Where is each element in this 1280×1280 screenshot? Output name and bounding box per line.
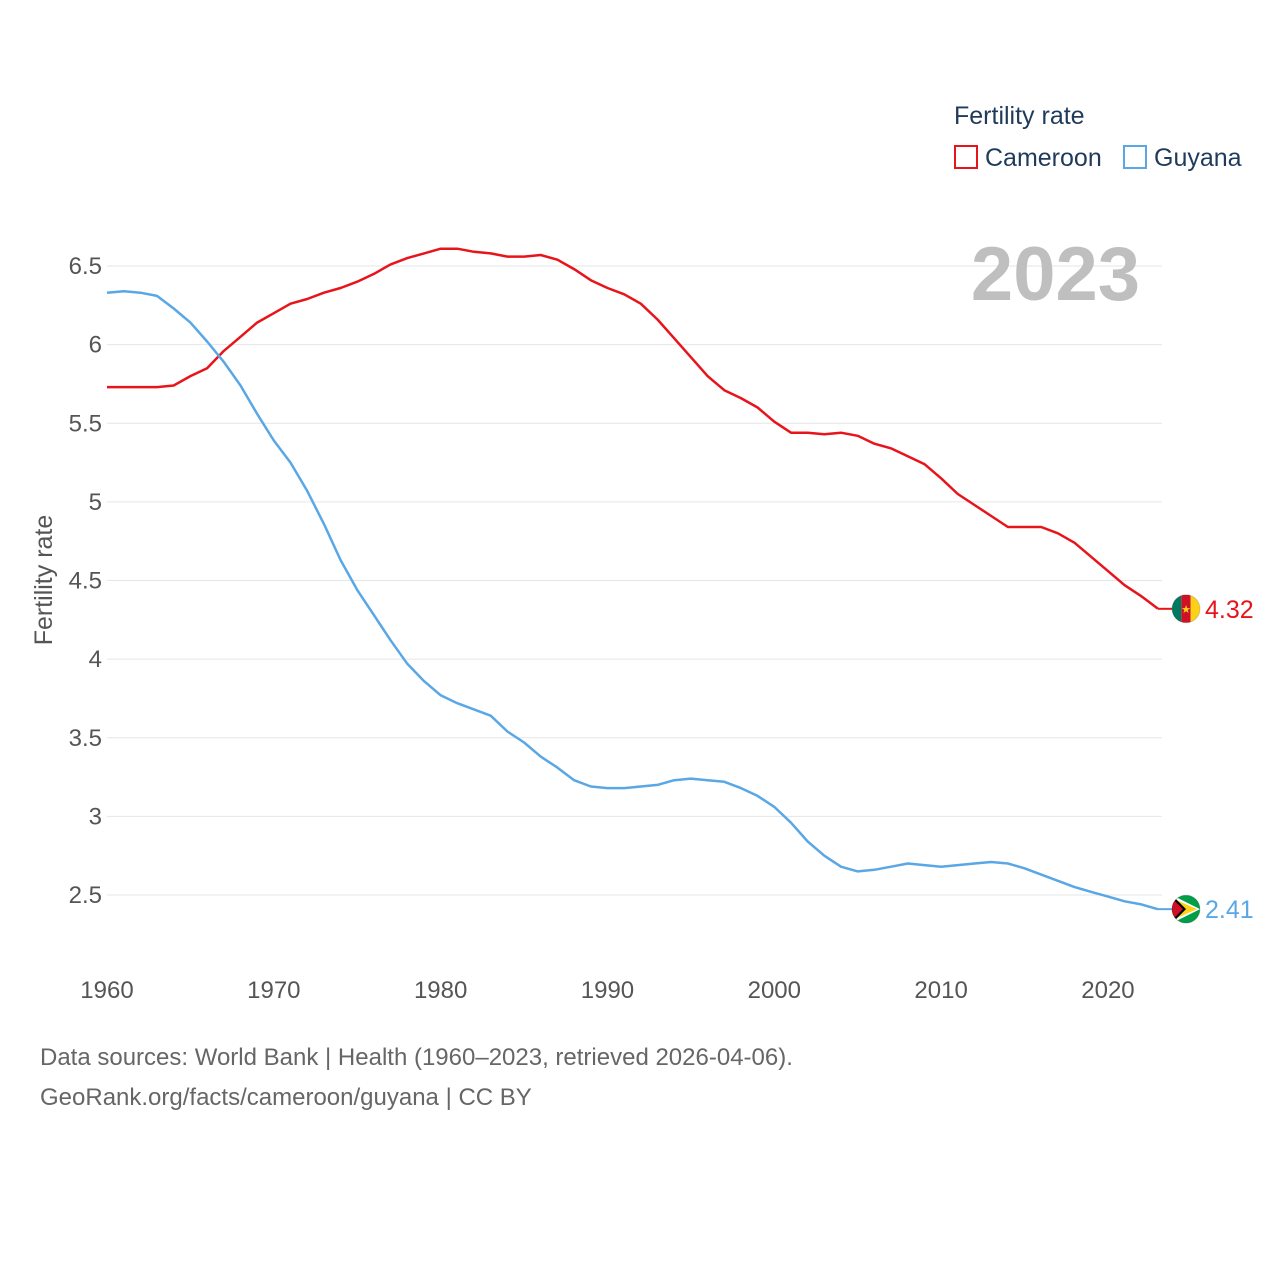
series-lines [106, 247, 1159, 911]
guyana-flag-shape [1172, 895, 1200, 924]
y-tick-label: 3.5 [69, 725, 102, 752]
cameroon-flag-shape: ★ [1172, 594, 1200, 623]
flag-triangle-red [1172, 898, 1183, 921]
legend-title: Fertility rate [954, 102, 1085, 130]
x-tick-label: 1970 [247, 977, 300, 1004]
y-tick-label: 4.5 [69, 568, 102, 595]
end-value-label-cameroon: 4.32 [1205, 596, 1254, 624]
flag-outline [1171, 594, 1201, 624]
legend-label-cameroon[interactable]: Cameroon [985, 144, 1102, 172]
x-tick-label: 1980 [414, 977, 467, 1004]
y-tick-label: 5 [89, 489, 102, 516]
x-tick-label: 2010 [914, 977, 967, 1004]
year-label: 2023 [971, 232, 1140, 317]
x-axis-ticks: 1960 1970 1980 1990 2000 2010 2020 [80, 977, 1134, 1004]
y-tick-label: 2.5 [69, 882, 102, 909]
flag-star: ★ [1181, 604, 1191, 616]
y-axis-label: Fertility rate [30, 515, 58, 646]
y-tick-label: 6 [89, 332, 102, 359]
flag-stripe-red [1181, 594, 1191, 623]
x-tick-label: 2020 [1081, 977, 1134, 1004]
x-tick-label: 1990 [581, 977, 634, 1004]
source-line-2: GeoRank.org/facts/cameroon/guyana | CC B… [40, 1084, 532, 1111]
end-value-label-guyana: 2.41 [1205, 896, 1254, 924]
series-line-guyana [106, 289, 1159, 911]
y-tick-label: 6.5 [69, 253, 102, 280]
y-tick-label: 5.5 [69, 410, 102, 437]
legend-swatch-cameroon[interactable] [954, 145, 978, 169]
gridlines [107, 265, 1162, 896]
y-tick-label: 4 [89, 646, 102, 673]
flag-outline [1171, 894, 1201, 924]
y-tick-label: 3 [89, 803, 102, 830]
end-markers: ★ 4.32 2.41 [1158, 594, 1254, 924]
y-axis-ticks: 2.5 3 3.5 4 4.5 5 5.5 6 6.5 [69, 253, 102, 909]
cameroon-flag-icon: ★ [1171, 594, 1201, 624]
legend-label-guyana[interactable]: Guyana [1154, 144, 1242, 172]
guyana-flag-icon [1171, 894, 1201, 924]
series-line-cameroon [107, 247, 1159, 610]
flag-stripe-green [1172, 594, 1182, 623]
legend: Fertility rate Cameroon Guyana [954, 102, 1242, 172]
source-line-1: Data sources: World Bank | Health (1960–… [40, 1044, 793, 1071]
flag-stripe-yellow [1190, 594, 1200, 623]
x-tick-label: 1960 [80, 977, 133, 1004]
legend-swatch-guyana[interactable] [1123, 145, 1147, 169]
x-tick-label: 2000 [748, 977, 801, 1004]
